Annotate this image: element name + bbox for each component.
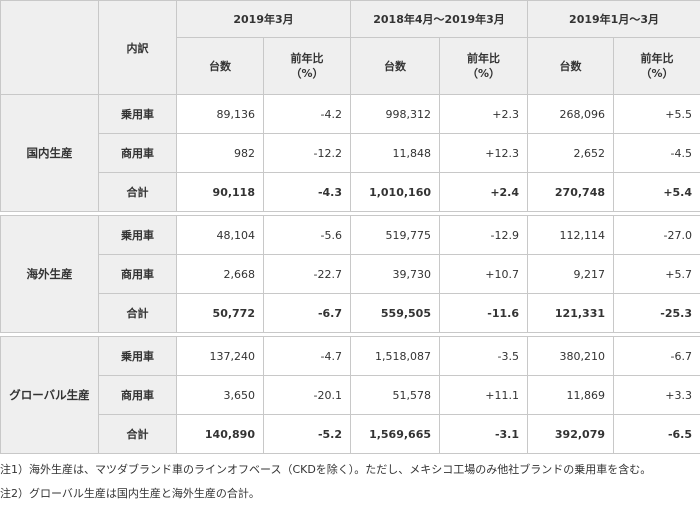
cell-value: 137,240	[176, 336, 264, 376]
table-row: 商用車 2,668 -22.7 39,730 +10.7 9,217 +5.7	[1, 254, 700, 294]
cell-value: +10.7	[438, 254, 529, 294]
cell-value: +12.3	[438, 133, 529, 173]
cell-value: 982	[176, 133, 264, 173]
cell-value: 2,668	[176, 254, 264, 294]
cell-value: -6.7	[613, 336, 700, 376]
cell-value: -3.1	[438, 414, 529, 454]
header-units: 台数	[350, 37, 440, 95]
row-label: 商用車	[98, 133, 177, 173]
cell-value: +5.5	[613, 94, 700, 134]
cell-value: 559,505	[350, 293, 440, 333]
cell-value: -5.6	[263, 215, 351, 255]
cell-value: -6.7	[263, 293, 351, 333]
table-row: グローバル生産 乗用車 137,240 -4.7 1,518,087 -3.5 …	[0, 336, 700, 454]
footnotes: 注1）海外生産は、マツダブランド車のラインオフベース（CKDを除く）。ただし、メ…	[0, 454, 700, 506]
cell-value: 112,114	[527, 215, 615, 255]
cell-value: -4.2	[263, 94, 351, 134]
cell-value: -25.3	[613, 293, 700, 333]
group-label-global: グローバル生産	[0, 336, 99, 454]
cell-value: -4.5	[613, 133, 700, 173]
header-units: 台数	[176, 37, 264, 95]
cell-value: 140,890	[176, 414, 264, 454]
cell-value: -4.7	[263, 336, 351, 376]
row-label: 乗用車	[98, 336, 177, 376]
cell-value: +11.1	[438, 375, 529, 415]
row-label: 乗用車	[98, 94, 177, 134]
table-row-total: 合計 140,890 -5.2 1,569,665 -3.1 392,079 -…	[1, 414, 700, 454]
cell-value: 268,096	[527, 94, 615, 134]
cell-value: +2.4	[438, 172, 529, 212]
cell-value: 9,217	[527, 254, 615, 294]
cell-value: -27.0	[613, 215, 700, 255]
cell-value: 2,652	[527, 133, 615, 173]
cell-value: -12.9	[438, 215, 529, 255]
cell-value: -22.7	[263, 254, 351, 294]
header-period-quarter: 2019年1月～3月	[527, 0, 700, 38]
cell-value: 90,118	[176, 172, 264, 212]
header-yoy: 前年比 （%）	[613, 37, 700, 95]
cell-value: 3,650	[176, 375, 264, 415]
production-table: 内訳 2019年3月 2018年4月～2019年3月 2019年1月～3月 台数…	[0, 0, 700, 454]
footnote-2: 注2）グローバル生産は国内生産と海外生産の合計。	[0, 487, 260, 500]
header-period-month: 2019年3月	[176, 0, 351, 38]
cell-value: -12.2	[263, 133, 351, 173]
cell-value: 380,210	[527, 336, 615, 376]
table-row: 商用車 3,650 -20.1 51,578 +11.1 11,869 +3.3	[1, 375, 700, 415]
cell-value: 50,772	[176, 293, 264, 333]
cell-value: 1,569,665	[350, 414, 440, 454]
row-label: 合計	[98, 414, 177, 454]
row-label: 商用車	[98, 375, 177, 415]
cell-value: -20.1	[263, 375, 351, 415]
cell-value: +5.7	[613, 254, 700, 294]
cell-value: -6.5	[613, 414, 700, 454]
table-row-total: 合計 90,118 -4.3 1,010,160 +2.4 270,748 +5…	[1, 172, 700, 212]
cell-value: 39,730	[350, 254, 440, 294]
header-breakdown: 内訳	[98, 0, 177, 95]
table-row: 商用車 982 -12.2 11,848 +12.3 2,652 -4.5	[1, 133, 700, 173]
header-yoy: 前年比 （%）	[263, 37, 351, 95]
cell-value: 392,079	[527, 414, 615, 454]
header-units: 台数	[527, 37, 615, 95]
cell-value: 11,869	[527, 375, 615, 415]
header-corner	[0, 0, 99, 95]
header-yoy: 前年比 （%）	[438, 37, 529, 95]
cell-value: 89,136	[176, 94, 264, 134]
header-period-fiscal-year: 2018年4月～2019年3月	[349, 0, 529, 38]
cell-value: 51,578	[350, 375, 440, 415]
group-label-overseas: 海外生産	[0, 215, 99, 333]
row-label: 乗用車	[98, 215, 177, 255]
row-label: 商用車	[98, 254, 177, 294]
cell-value: 270,748	[527, 172, 615, 212]
cell-value: 519,775	[350, 215, 440, 255]
cell-value: -4.3	[263, 172, 351, 212]
cell-value: +2.3	[438, 94, 529, 134]
footnote-1: 注1）海外生産は、マツダブランド車のラインオフベース（CKDを除く）。ただし、メ…	[0, 463, 652, 476]
group-label-domestic: 国内生産	[0, 94, 99, 212]
row-label: 合計	[98, 293, 177, 333]
cell-value: 121,331	[527, 293, 615, 333]
table-row: 海外生産 乗用車 48,104 -5.6 519,775 -12.9 112,1…	[0, 215, 700, 333]
cell-value: 11,848	[350, 133, 440, 173]
table-row: 国内生産 乗用車 89,136 -4.2 998,312 +2.3 268,09…	[0, 94, 700, 212]
cell-value: 48,104	[176, 215, 264, 255]
cell-value: +5.4	[613, 172, 700, 212]
cell-value: 1,518,087	[350, 336, 440, 376]
cell-value: 998,312	[350, 94, 440, 134]
cell-value: -11.6	[438, 293, 529, 333]
table-row-total: 合計 50,772 -6.7 559,505 -11.6 121,331 -25…	[1, 293, 700, 333]
cell-value: 1,010,160	[350, 172, 440, 212]
cell-value: +3.3	[613, 375, 700, 415]
cell-value: -5.2	[263, 414, 351, 454]
cell-value: -3.5	[438, 336, 529, 376]
row-label: 合計	[98, 172, 177, 212]
